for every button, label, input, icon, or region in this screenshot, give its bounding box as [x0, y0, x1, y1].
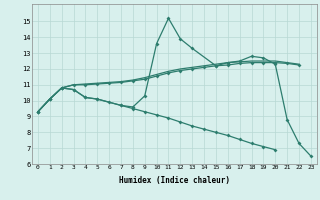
- X-axis label: Humidex (Indice chaleur): Humidex (Indice chaleur): [119, 176, 230, 185]
